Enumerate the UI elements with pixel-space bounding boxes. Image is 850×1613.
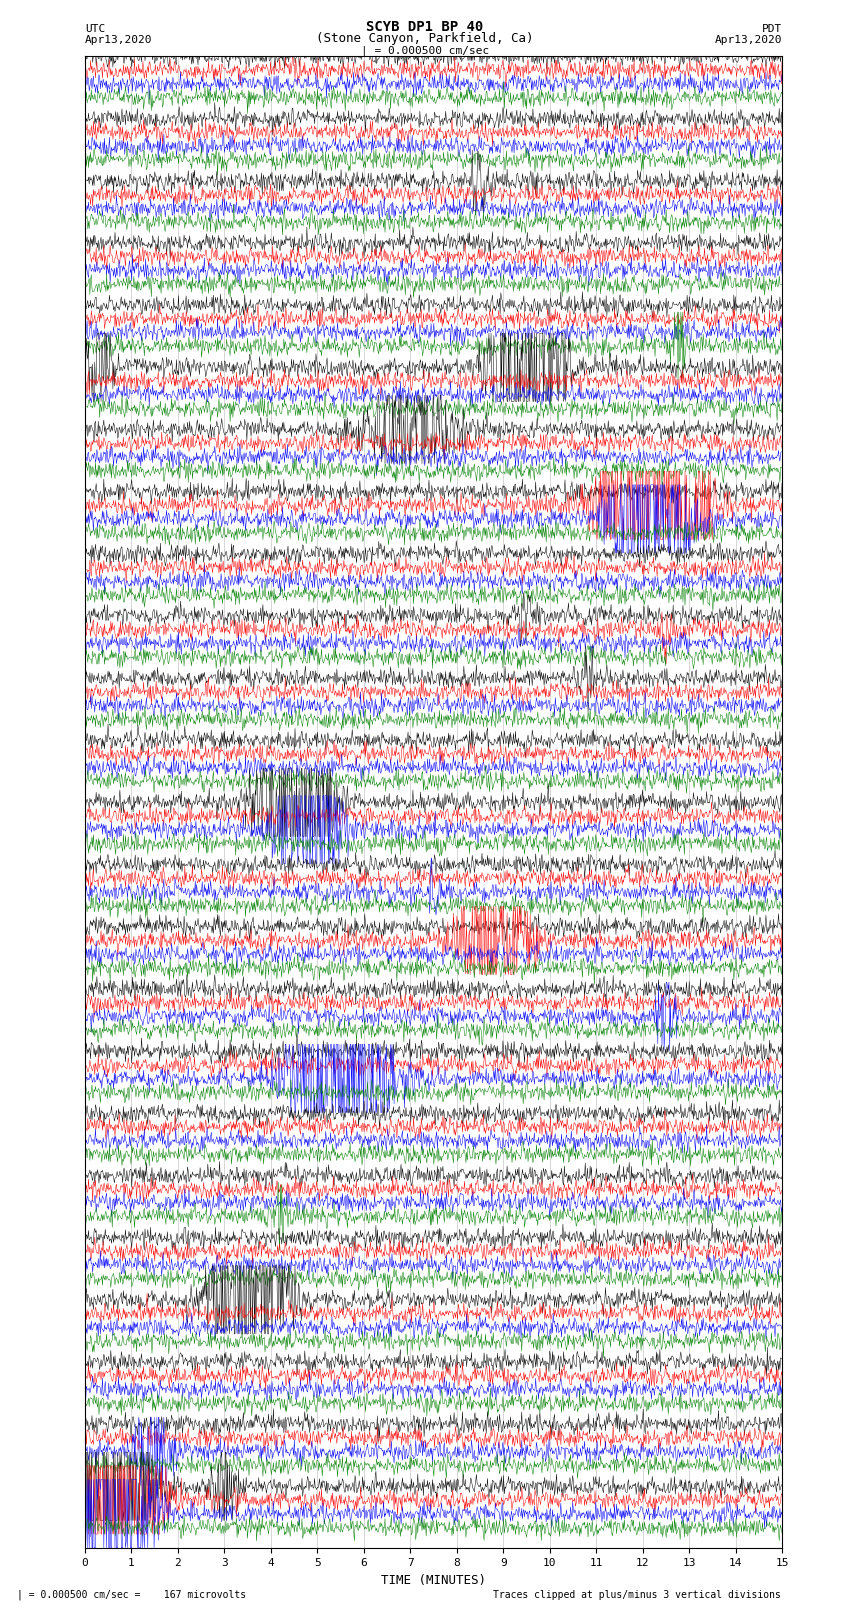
Text: SCYB DP1 BP 40: SCYB DP1 BP 40	[366, 19, 484, 34]
X-axis label: TIME (MINUTES): TIME (MINUTES)	[381, 1574, 486, 1587]
Text: (Stone Canyon, Parkfield, Ca): (Stone Canyon, Parkfield, Ca)	[316, 32, 534, 45]
Text: | = 0.000500 cm/sec: | = 0.000500 cm/sec	[361, 45, 489, 56]
Text: | = 0.000500 cm/sec =    167 microvolts: | = 0.000500 cm/sec = 167 microvolts	[17, 1589, 246, 1600]
Text: Apr13,2020: Apr13,2020	[715, 35, 782, 45]
Text: Traces clipped at plus/minus 3 vertical divisions: Traces clipped at plus/minus 3 vertical …	[493, 1590, 781, 1600]
Text: UTC: UTC	[85, 24, 105, 34]
Text: Apr13,2020: Apr13,2020	[85, 35, 152, 45]
Text: PDT: PDT	[762, 24, 782, 34]
